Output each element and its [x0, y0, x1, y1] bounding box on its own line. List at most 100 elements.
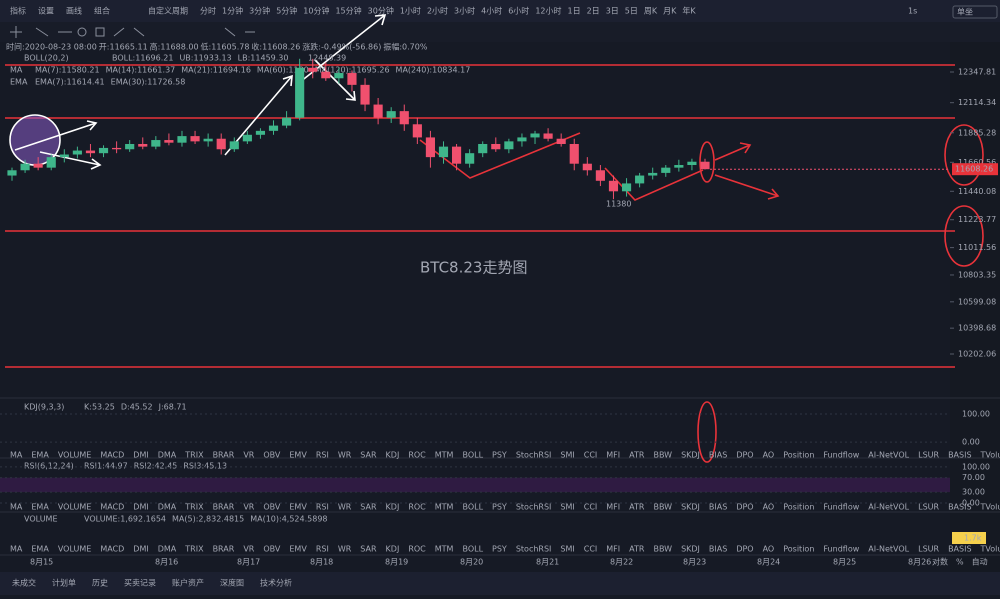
indicator-tab[interactable]: EMV	[289, 451, 307, 460]
indicator-tab[interactable]: SKDJ	[681, 503, 700, 512]
indicator-tab[interactable]: DMI	[133, 451, 148, 460]
axis-option[interactable]: 对数	[932, 557, 948, 567]
bottom-tab[interactable]: 深度图	[220, 578, 244, 588]
indicator-tab[interactable]: StochRSI	[516, 451, 552, 460]
indicator-tab[interactable]: KDJ	[386, 503, 400, 512]
indicator-tab[interactable]: MA	[10, 451, 23, 460]
period-button[interactable]: 3小时	[454, 6, 475, 16]
custom-period[interactable]: 自定义周期	[148, 6, 188, 16]
indicator-tab[interactable]: MTM	[435, 451, 454, 460]
indicator-tab[interactable]: BIAS	[709, 451, 727, 460]
indicator-tab[interactable]: BRAR	[213, 451, 235, 460]
period-button[interactable]: 1分钟	[222, 6, 243, 16]
indicator-tab[interactable]: OBV	[263, 503, 281, 512]
period-button[interactable]: 3日	[606, 7, 619, 16]
indicator-tab[interactable]: DPO	[736, 451, 753, 460]
indicator-tab[interactable]: TVolume	[980, 451, 1000, 460]
indicator-tab[interactable]: SMI	[560, 451, 574, 460]
period-button[interactable]: 3分钟	[249, 6, 270, 16]
indicator-tab[interactable]: DMI	[133, 545, 148, 554]
period-button[interactable]: 5日	[625, 7, 638, 16]
bottom-tab[interactable]: 历史	[92, 578, 108, 588]
bottom-tab[interactable]: 计划单	[52, 578, 76, 588]
indicator-tab[interactable]: MTM	[435, 503, 454, 512]
indicator-tab[interactable]: EMV	[289, 545, 307, 554]
indicator-tab[interactable]: CCI	[584, 503, 598, 512]
bottom-tab[interactable]: 未成交	[12, 578, 36, 588]
period-button[interactable]: 年K	[682, 6, 696, 16]
indicator-tab[interactable]: TVolume	[980, 503, 1000, 512]
period-button[interactable]: 月K	[663, 7, 677, 16]
indicator-tab[interactable]: KDJ	[386, 545, 400, 554]
indicator-tab[interactable]: DMA	[158, 451, 177, 460]
indicator-tab[interactable]: WR	[338, 451, 352, 460]
indicator-tab[interactable]: Position	[783, 451, 814, 460]
indicator-tab[interactable]: AI-NetVOL	[868, 451, 909, 460]
indicator-tab[interactable]: VR	[243, 545, 254, 554]
indicator-tab[interactable]: ATR	[629, 451, 645, 460]
period-button[interactable]: 15分钟	[335, 6, 361, 16]
indicator-tab[interactable]: BASIS	[948, 545, 971, 554]
period-button[interactable]: 1小时	[400, 6, 421, 16]
period-button[interactable]: 分时	[200, 6, 216, 16]
indicator-tab[interactable]: ATR	[629, 503, 645, 512]
indicator-tab[interactable]: BASIS	[948, 503, 971, 512]
period-button[interactable]: 30分钟	[368, 6, 394, 16]
indicator-tab[interactable]: DPO	[736, 503, 753, 512]
period-button[interactable]: 10分钟	[303, 6, 329, 16]
indicator-tab[interactable]: DMI	[133, 503, 148, 512]
bottom-tab[interactable]: 账户资产	[172, 578, 204, 588]
bottom-tab[interactable]: 买卖记录	[124, 579, 156, 588]
period-button[interactable]: 周K	[644, 7, 658, 16]
indicator-tab[interactable]: ROC	[408, 451, 426, 460]
indicator-tab[interactable]: EMV	[289, 503, 307, 512]
indicator-tab[interactable]: MA	[10, 503, 23, 512]
interval[interactable]: 1s	[908, 7, 917, 16]
indicator-tab[interactable]: Fundflow	[823, 545, 859, 554]
indicator-tab[interactable]: CCI	[584, 451, 598, 460]
axis-mode-box[interactable]	[952, 5, 998, 19]
indicator-tab[interactable]: BIAS	[709, 503, 727, 512]
indicator-tab[interactable]: Fundflow	[823, 451, 859, 460]
indicator-tab[interactable]: TRIX	[184, 545, 204, 554]
bottom-tab[interactable]: 技术分析	[260, 578, 292, 588]
indicator-tab[interactable]: ATR	[629, 545, 645, 554]
indicator-tab[interactable]: PSY	[492, 451, 507, 460]
indicator-tab[interactable]: ROC	[408, 503, 426, 512]
indicator-tab[interactable]: MFI	[606, 503, 620, 512]
indicator-tab[interactable]: AO	[763, 451, 775, 460]
indicator-tab[interactable]: RSI	[316, 503, 329, 512]
indicator-tab[interactable]: BRAR	[213, 545, 235, 554]
period-button[interactable]: 2日	[587, 7, 600, 16]
indicator-tab[interactable]: DMA	[158, 545, 177, 554]
toolbar-button[interactable]: 设置	[38, 6, 54, 16]
indicator-tab[interactable]: EMA	[31, 451, 49, 460]
indicator-tab[interactable]: AI-NetVOL	[868, 545, 909, 554]
indicator-tab[interactable]: VOLUME	[58, 451, 92, 460]
indicator-tab[interactable]: MACD	[100, 503, 124, 512]
indicator-tab[interactable]: SMI	[560, 503, 574, 512]
indicator-tab[interactable]: BIAS	[709, 545, 727, 554]
period-button[interactable]: 6小时	[508, 6, 529, 16]
indicator-tab[interactable]: DMA	[158, 503, 177, 512]
toolbar-button[interactable]: 组合	[94, 6, 110, 16]
indicator-tab[interactable]: SAR	[360, 503, 377, 512]
indicator-tab[interactable]: SMI	[560, 545, 574, 554]
indicator-tab[interactable]: WR	[338, 545, 352, 554]
indicator-tab[interactable]: AI-NetVOL	[868, 503, 909, 512]
indicator-tab[interactable]: RSI	[316, 451, 329, 460]
indicator-tab[interactable]: EMA	[31, 545, 49, 554]
indicator-tab[interactable]: RSI	[316, 545, 329, 554]
indicator-tab[interactable]: LSUR	[918, 545, 939, 554]
indicator-tab[interactable]: SKDJ	[681, 545, 700, 554]
indicator-tab[interactable]: PSY	[492, 503, 507, 512]
indicator-tab[interactable]: LSUR	[918, 503, 939, 512]
toolbar-button[interactable]: 指标	[10, 6, 26, 16]
indicator-tab[interactable]: Position	[783, 503, 814, 512]
period-button[interactable]: 2小时	[427, 6, 448, 16]
indicator-tab[interactable]: OBV	[263, 451, 281, 460]
indicator-tab[interactable]: StochRSI	[516, 545, 552, 554]
indicator-tab[interactable]: MACD	[100, 451, 124, 460]
toolbar-button[interactable]: 画线	[66, 6, 82, 16]
indicator-tab[interactable]: BOLL	[462, 451, 483, 460]
